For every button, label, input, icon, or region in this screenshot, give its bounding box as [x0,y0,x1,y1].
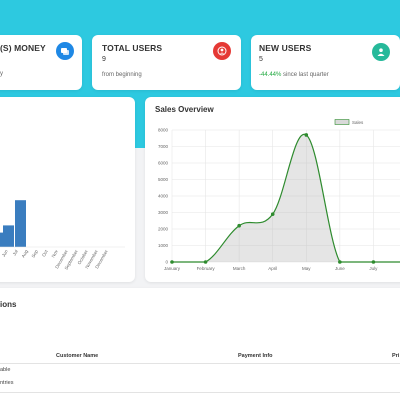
sales-area-fill [172,134,400,262]
x-tick-label: Jun [1,249,9,258]
stat-card-money: (S) MONEY y [0,35,82,90]
y-tick-label: 5000 [158,177,169,182]
stat-card-title: NEW USERS [259,43,311,53]
data-point[interactable] [237,224,241,228]
sales-chart: 0 1000 2000 3000 4000 5000 6000 7000 8000 Januar… [145,97,400,282]
transactions-title: ions [0,300,16,309]
stat-card-sub: y [0,71,3,77]
stack-icon [56,42,74,60]
stat-card-title: (S) MONEY [0,43,46,53]
chart-legend: Sales [335,120,364,125]
column-payment-info[interactable]: Payment Info [238,353,273,359]
y-tick-label: 2000 [158,227,169,232]
x-tick-label: Aug [21,249,30,259]
x-tick-label: May [302,266,311,271]
data-point[interactable] [304,133,308,137]
x-tick-label: June [335,266,345,271]
stat-change-percent: -44.44% [259,72,281,78]
y-tick-label: 1000 [158,243,169,248]
y-tick-label: 7000 [158,144,169,149]
table-text: able [0,367,10,373]
stat-change-label: since last quarter [283,72,329,78]
stat-card-value: 5 [259,56,263,63]
x-tick-label: Oct [41,248,49,257]
x-tick-label: March [233,266,246,271]
stat-card-title: TOTAL USERS [102,43,162,53]
y-tick-label: 0 [165,260,168,265]
y-tick-label: 3000 [158,210,169,215]
bar[interactable] [15,200,26,247]
legend-label: Sales [352,120,364,125]
x-tick-label: Sep [31,249,40,259]
stat-card-sub: -44.44% since last quarter [259,72,329,78]
data-point[interactable] [271,212,275,216]
transactions-card: ions Customer Name Payment Info Pri able… [0,288,400,408]
y-tick-label: 6000 [158,161,169,166]
x-tick-label: July [369,266,378,271]
user-icon [372,43,390,61]
user-icon [213,42,231,60]
data-point[interactable] [170,260,174,264]
x-tick-label: Nov [51,248,60,258]
data-point[interactable] [372,260,376,264]
data-point[interactable] [338,260,342,264]
legend-swatch [335,120,349,125]
y-tick-label: 8000 [158,128,169,133]
stat-card-total-users: TOTAL USERS 9 from beginning [92,35,241,90]
stat-card-value: 9 [102,56,106,63]
stat-card-new-users: NEW USERS 5 -44.44% since last quarter [251,35,400,90]
x-tick-label: February [197,266,216,271]
table-text: ntries [0,380,13,386]
bar[interactable] [3,225,14,247]
x-tick-label: Jul [12,249,19,256]
y-tick-label: 4000 [158,194,169,199]
column-customer-name[interactable]: Customer Name [56,353,98,359]
x-tick-label: April [268,266,277,271]
table-divider [0,392,400,393]
column-price[interactable]: Pri [392,353,399,359]
table-divider [0,363,400,364]
x-tick-label: January [164,266,181,271]
stat-card-sub: from beginning [102,72,142,78]
data-point[interactable] [204,260,208,264]
